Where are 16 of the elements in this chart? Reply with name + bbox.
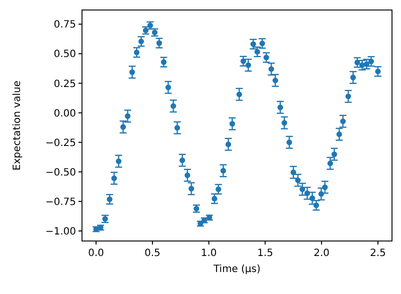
x-axis-title: Time (μs) xyxy=(212,264,261,275)
x-tick-label: 1.5 xyxy=(257,248,274,259)
y-tick-label: 0.50 xyxy=(54,49,76,60)
y-tick-label: −0.50 xyxy=(45,167,76,178)
x-tick-label: 1.0 xyxy=(200,248,217,259)
y-axis-title: Expectation value xyxy=(12,80,23,170)
y-tick-label: 0.75 xyxy=(54,20,76,31)
x-tick-label: 2.5 xyxy=(370,248,386,259)
y-tick-label: 0.25 xyxy=(54,78,76,90)
y-tick-label: −0.75 xyxy=(45,196,76,208)
x-tick-label: 0.5 xyxy=(144,248,160,259)
y-tick-label: 0.00 xyxy=(54,108,76,120)
y-tick-label: −1.00 xyxy=(45,226,76,238)
x-tick-label: 2.0 xyxy=(314,248,330,259)
x-tick-label: 0.0 xyxy=(88,248,104,259)
y-tick-label: −0.25 xyxy=(45,138,76,149)
